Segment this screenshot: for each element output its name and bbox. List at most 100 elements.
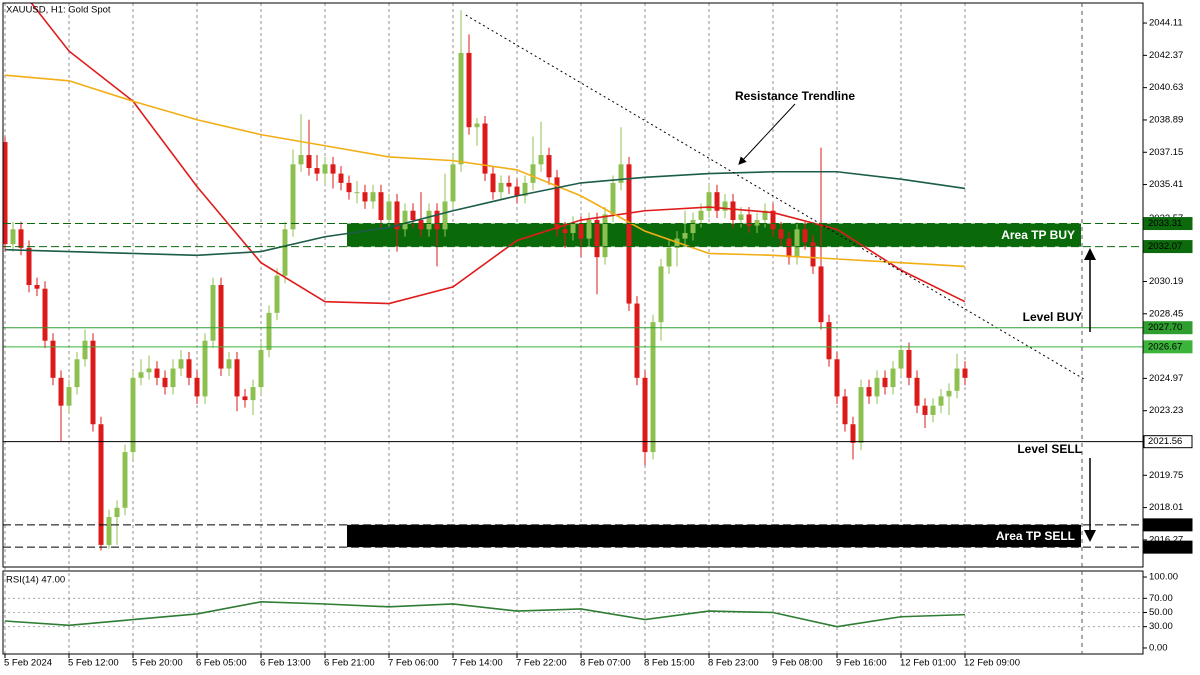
candle-body [850, 424, 856, 443]
candle-body [490, 173, 496, 193]
level-label: 2026.67 [1148, 341, 1182, 352]
annotation-arrow [738, 103, 796, 165]
candle-body [530, 164, 536, 183]
candle-body [306, 155, 312, 169]
level-label-box [1143, 340, 1193, 354]
candle-body [602, 214, 608, 258]
x-tick-label: 9 Feb 08:00 [772, 658, 823, 669]
candle-body [634, 303, 640, 378]
candle-body [514, 186, 520, 196]
rsi-pane [4, 601, 966, 628]
candle-body [146, 368, 152, 373]
rsi-y-tick-label: 30.00 [1149, 621, 1173, 632]
x-tick-label: 6 Feb 05:00 [196, 658, 247, 669]
x-tick-label: 7 Feb 14:00 [452, 658, 503, 669]
candle-body [834, 359, 840, 397]
y-tick-label: 2038.89 [1149, 114, 1183, 125]
level-label: 2027.70 [1148, 322, 1182, 333]
candle-body [290, 164, 296, 230]
candle-body [34, 285, 40, 289]
candle-body [106, 517, 112, 545]
candle-body [202, 340, 208, 397]
candle-body [682, 233, 688, 239]
candle-body [10, 229, 16, 245]
x-tick-label: 6 Feb 21:00 [324, 658, 375, 669]
candle-body [674, 238, 680, 248]
candle-body [842, 396, 848, 425]
candle-body [658, 266, 664, 323]
candle-body [538, 155, 544, 165]
y-tick-label: 2042.37 [1149, 50, 1183, 61]
rsi-y-tick-label: 70.00 [1149, 593, 1173, 604]
level-label-box [1143, 518, 1193, 532]
candle-body [42, 288, 48, 341]
rsi-frame [2, 570, 1144, 655]
y-tick-label: 2023.23 [1149, 405, 1183, 416]
candle-body [770, 210, 776, 230]
chart-title: XAUUSD, H1: Gold Spot [6, 5, 111, 16]
level-label: 2021.56 [1148, 436, 1182, 447]
candle-body [130, 377, 136, 453]
x-tick-label: 5 Feb 12:00 [68, 658, 119, 669]
price-pane [3, 3, 1143, 551]
x-tick-label: 7 Feb 22:00 [516, 658, 567, 669]
candle-body [458, 52, 464, 165]
candle-body [394, 201, 400, 230]
candle-body [90, 340, 96, 425]
x-tick-label: 7 Feb 06:00 [388, 658, 439, 669]
candle-body [450, 164, 456, 202]
candle-body [466, 52, 472, 128]
candle-body [722, 201, 728, 211]
candle-body [818, 266, 824, 323]
x-tick-label: 8 Feb 23:00 [708, 658, 759, 669]
annotation: Level SELL [1017, 442, 1082, 456]
candle-body [738, 214, 744, 221]
y-tick-label: 2040.63 [1149, 82, 1183, 93]
rsi-title: RSI(14) 47.00 [6, 575, 65, 586]
y-tick-label: 2016.27 [1149, 534, 1183, 545]
moving-average [30, 3, 966, 305]
candle-body [626, 164, 632, 304]
level-label: 2032.07 [1148, 241, 1182, 252]
level-label: 2015.88 [1148, 542, 1182, 553]
level-label: 2017.08 [1148, 519, 1182, 530]
candle-body [330, 164, 336, 174]
candle-body [666, 247, 672, 267]
level-label: 2033.31 [1148, 218, 1182, 229]
candle-body [26, 247, 32, 285]
candle-body [250, 387, 256, 401]
x-tick-label: 12 Feb 01:00 [900, 658, 956, 669]
candle-body [258, 349, 264, 388]
candle-body [402, 210, 408, 230]
candle-body [746, 214, 752, 226]
axes: 5 Feb 2024 5 Feb 12:00 5 Feb 20:00 6 Feb 05… [4, 18, 1193, 669]
candle-body [186, 359, 192, 378]
candle-body [322, 164, 328, 174]
candle-body [698, 210, 704, 221]
annotation: Resistance Trendline [735, 89, 855, 103]
candle-body [50, 340, 56, 378]
zone [347, 524, 1081, 548]
rsi-line [4, 601, 966, 628]
x-tick-label: 6 Feb 13:00 [260, 658, 311, 669]
candle-body [122, 452, 128, 508]
candle-body [114, 507, 120, 518]
candle-body [714, 192, 720, 211]
candle-body [946, 390, 952, 397]
candle-body [882, 377, 888, 388]
candle-body [426, 210, 432, 230]
y-tick-label: 2037.15 [1149, 147, 1183, 158]
candle-body [874, 377, 880, 397]
candle-body [242, 396, 248, 401]
zone-label: Area TP SELL [996, 529, 1075, 543]
candle-body [898, 349, 904, 369]
x-tick-label: 12 Feb 09:00 [964, 658, 1020, 669]
candle-body [154, 368, 160, 378]
level-label-box [1143, 435, 1193, 449]
candle-body [66, 387, 72, 406]
moving-average [4, 170, 966, 257]
level-label-box [1143, 321, 1193, 335]
candle-body [866, 387, 872, 397]
candle-body [562, 229, 568, 234]
